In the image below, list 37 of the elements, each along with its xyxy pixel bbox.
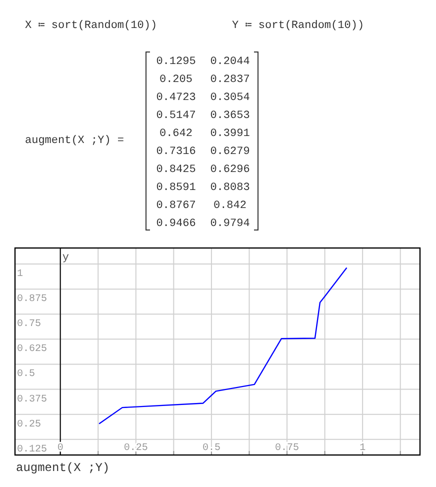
text: 0.642	[159, 128, 193, 140]
text: 0.9794	[210, 218, 250, 230]
text: augment(X ;Y) =	[25, 135, 124, 147]
text: 0.8591	[156, 182, 196, 194]
y-tick-label: 0.5	[17, 369, 36, 380]
text: Y ≔ sort(Random(10))	[232, 20, 364, 32]
x-tick-label: 0.25	[124, 443, 148, 454]
y-tick-label: 0.625	[17, 344, 48, 356]
text: 0.1295	[156, 56, 196, 68]
x-tick-label: 0.75	[275, 443, 300, 454]
text: X ≔ sort(Random(10))	[25, 20, 158, 32]
text: 0.2837	[210, 74, 250, 86]
y-axis-title: y	[62, 252, 70, 264]
y-tick-label: 1	[17, 269, 24, 280]
text: 0.6296	[210, 164, 250, 176]
x-axis-title: augment(X ;Y)	[16, 461, 110, 475]
y-tick-label: 0.875	[17, 294, 48, 306]
text: 0.9466	[156, 218, 196, 230]
text: 0.4723	[156, 92, 196, 104]
text: 0.3991	[210, 128, 250, 140]
text: 0.3054	[210, 92, 250, 104]
text: 0.3653	[210, 110, 250, 122]
x-tick-label: 1	[360, 443, 366, 454]
y-tick-label: 0.75	[17, 319, 42, 330]
text: 0.7316	[156, 146, 196, 158]
text: 0.6279	[210, 146, 250, 158]
text: 0.8767	[156, 200, 196, 212]
text: 0.8083	[210, 182, 250, 194]
text: 0.5147	[156, 110, 196, 122]
text: 0.8425	[156, 164, 196, 176]
y-tick-label: 0.375	[17, 394, 48, 406]
text: 0.205	[159, 74, 193, 86]
text: 0.842	[213, 200, 247, 212]
y-tick-label: 0.25	[17, 419, 42, 430]
text: 0.2044	[210, 56, 250, 68]
x-tick-label: 0.5	[202, 443, 220, 454]
y-tick-label: 0.125	[17, 444, 48, 456]
